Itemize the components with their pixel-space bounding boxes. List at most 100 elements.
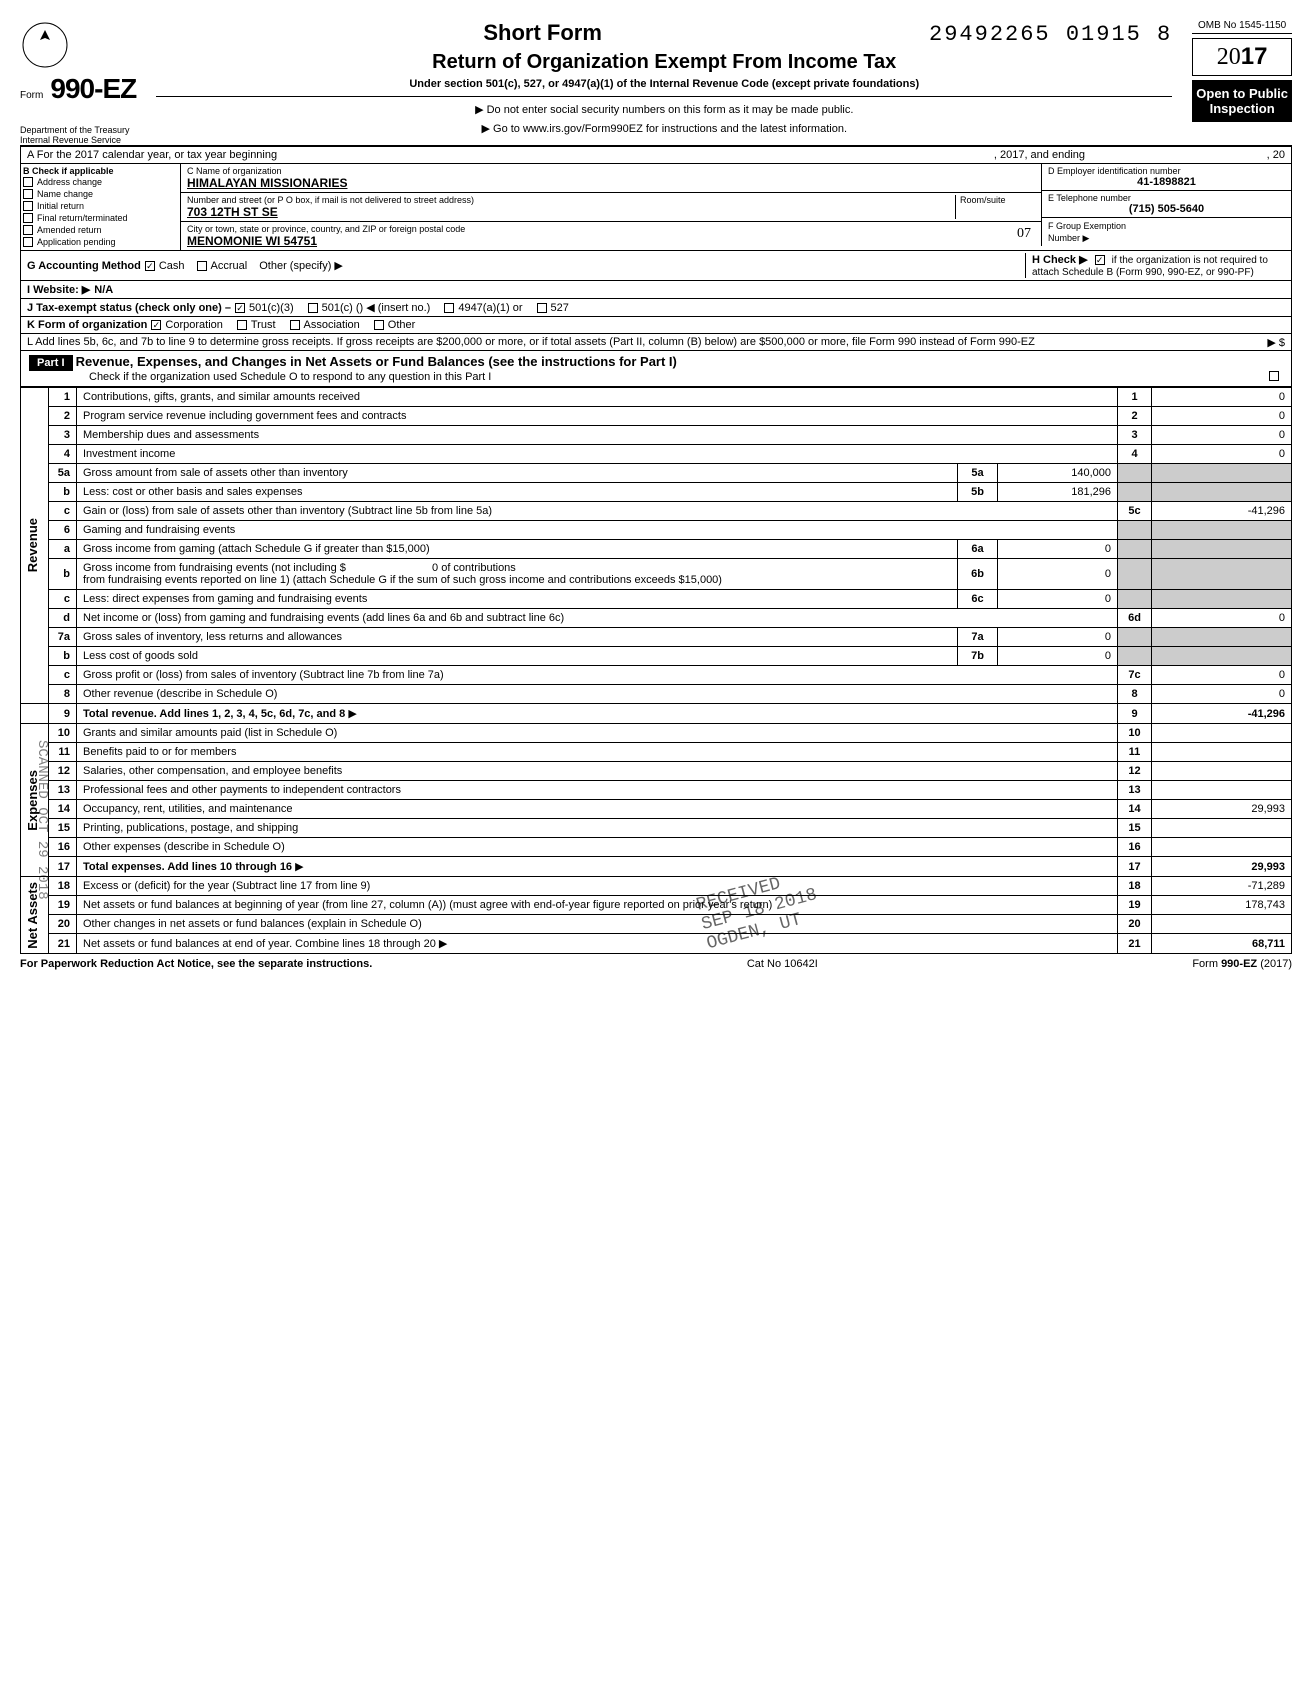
l-arrow: ▶ $ [1267,336,1285,349]
cb-501c3[interactable]: ✓ [235,303,245,313]
g-other: Other (specify) ▶ [259,259,343,272]
instr1: ▶ Do not enter social security numbers o… [156,103,1172,116]
h-label: H Check ▶ [1032,254,1088,266]
row-17-label: Total expenses. Add lines 10 through 16 … [77,857,1118,877]
form-label: Form [20,90,43,101]
side-expenses: Expenses [21,766,44,835]
c-city-label: City or town, state or province, country… [187,224,1035,234]
lines-table: Revenue 1 Contributions, gifts, grants, … [20,387,1292,954]
j-label: J Tax-exempt status (check only one) – [27,302,231,314]
open-public-1: Open to Public [1196,86,1288,101]
row-20-value [1152,915,1292,934]
line-a: A For the 2017 calendar year, or tax yea… [20,146,1292,164]
row-6c-value: 0 [998,590,1118,609]
omb-year: OMB No 1545-1150 2017 Open to Public Ins… [1192,20,1292,122]
footer-right: Form 990-EZ (2017) [1192,958,1292,970]
short-form: Short Form [483,20,602,46]
row-9-label: Total revenue. Add lines 1, 2, 3, 4, 5c,… [77,704,1118,724]
row-7a-value: 0 [998,628,1118,647]
row-18-label: Excess or (deficit) for the year (Subtra… [77,877,1118,896]
g-h-row: G Accounting Method ✓Cash Accrual Other … [20,251,1292,281]
e-value: (715) 505-5640 [1048,203,1285,215]
footer-left: For Paperwork Reduction Act Notice, see … [20,958,372,970]
cb-application-pending[interactable]: Application pending [23,236,178,248]
row-4-label: Investment income [77,445,1118,464]
c-city-value: MENOMONIE WI 54751 [187,234,1035,248]
cb-association[interactable] [290,320,300,330]
i-label: I Website: ▶ [27,283,90,296]
row-6a-label: Gross income from gaming (attach Schedul… [77,540,958,559]
row-21-value: 68,711 [1152,934,1292,954]
cb-527[interactable] [537,303,547,313]
c-room-label: Room/suite [960,195,1035,205]
row-8-value: 0 [1152,685,1292,704]
row-5c-label: Gain or (loss) from sale of assets other… [77,502,1118,521]
row-6b-value: 0 [998,559,1118,590]
omb-number: OMB No 1545-1150 [1192,20,1292,34]
cb-cash[interactable]: ✓ [145,261,155,271]
year-prefix: 20 [1217,44,1241,70]
row-6d-label: Net income or (loss) from gaming and fun… [77,609,1118,628]
cb-name-change[interactable]: Name change [23,188,178,200]
cb-amended-return[interactable]: Amended return [23,224,178,236]
side-revenue: Revenue [21,514,44,576]
cb-4947[interactable] [444,303,454,313]
cb-trust[interactable] [237,320,247,330]
cb-accrual[interactable] [197,261,207,271]
year-box: 2017 [1192,38,1292,76]
row-4-value: 0 [1152,445,1292,464]
row-2-value: 0 [1152,407,1292,426]
row-14-label: Occupancy, rent, utilities, and maintena… [77,800,1118,819]
row-20-label: Other changes in net assets or fund bala… [77,915,1118,934]
c-addr-value: 703 12TH ST SE [187,205,955,219]
dept-treasury: Department of the Treasury [20,125,136,135]
row-5a-value: 140,000 [998,464,1118,483]
j-row: J Tax-exempt status (check only one) – ✓… [20,299,1292,317]
cb-501c[interactable] [308,303,318,313]
cb-schedule-o[interactable] [1269,371,1279,381]
top-block: B Check if applicable Address change Nam… [20,164,1292,251]
part1-title: Revenue, Expenses, and Changes in Net As… [76,354,677,369]
row-17-value: 29,993 [1152,857,1292,877]
footer-mid: Cat No 10642I [747,958,818,970]
c-name-value: HIMALAYAN MISSIONARIES [187,176,1035,190]
side-netassets: Net Assets [21,878,44,953]
row-15-value [1152,819,1292,838]
line-a-prefix: A For the 2017 calendar year, or tax yea… [27,149,556,161]
main-title: Return of Organization Exempt From Incom… [156,51,1172,74]
row-5b-value: 181,296 [998,483,1118,502]
row-6-label: Gaming and fundraising events [77,521,1118,540]
f-label2: Number ▶ [1048,233,1089,243]
row-3-value: 0 [1152,426,1292,445]
row-9-value: -41,296 [1152,704,1292,724]
cb-initial-return[interactable]: Initial return [23,200,178,212]
form-number: 990-EZ [50,73,136,104]
cb-h[interactable]: ✓ [1095,255,1105,265]
row-19-label: Net assets or fund balances at beginning… [77,896,1118,915]
row-13-value [1152,781,1292,800]
b-heading: B Check if applicable [23,166,178,176]
row-6a-value: 0 [998,540,1118,559]
i-row: I Website: ▶ N/A [20,281,1292,299]
right-col: D Employer identification number 41-1898… [1041,164,1291,250]
row-19-value: 178,743 [1152,896,1292,915]
handwritten-07: 07 [1017,226,1031,242]
b-checklist: B Check if applicable Address change Nam… [21,164,181,250]
k-row: K Form of organization ✓Corporation Trus… [20,317,1292,334]
cb-final-return[interactable]: Final return/terminated [23,212,178,224]
row-21-label: Net assets or fund balances at end of ye… [77,934,1118,954]
row-5c-value: -41,296 [1152,502,1292,521]
row-12-label: Salaries, other compensation, and employ… [77,762,1118,781]
cb-other[interactable] [374,320,384,330]
part1-tag: Part I [29,355,73,371]
line-a-suffix: , 20 [1085,149,1285,161]
line-a-mid: , 2017, and ending [556,149,1085,161]
l-row: L Add lines 5b, 6c, and 7b to line 9 to … [20,334,1292,351]
year-value: 17 [1241,43,1268,70]
header: Form 990-EZ Department of the Treasury I… [20,20,1292,146]
row-1-label: Contributions, gifts, grants, and simila… [77,388,1118,407]
subtitle: Under section 501(c), 527, or 4947(a)(1)… [156,78,1172,97]
cb-corporation[interactable]: ✓ [151,320,161,330]
title-block: Short Form 29492265 01915 8 Return of Or… [136,20,1192,141]
cb-address-change[interactable]: Address change [23,176,178,188]
